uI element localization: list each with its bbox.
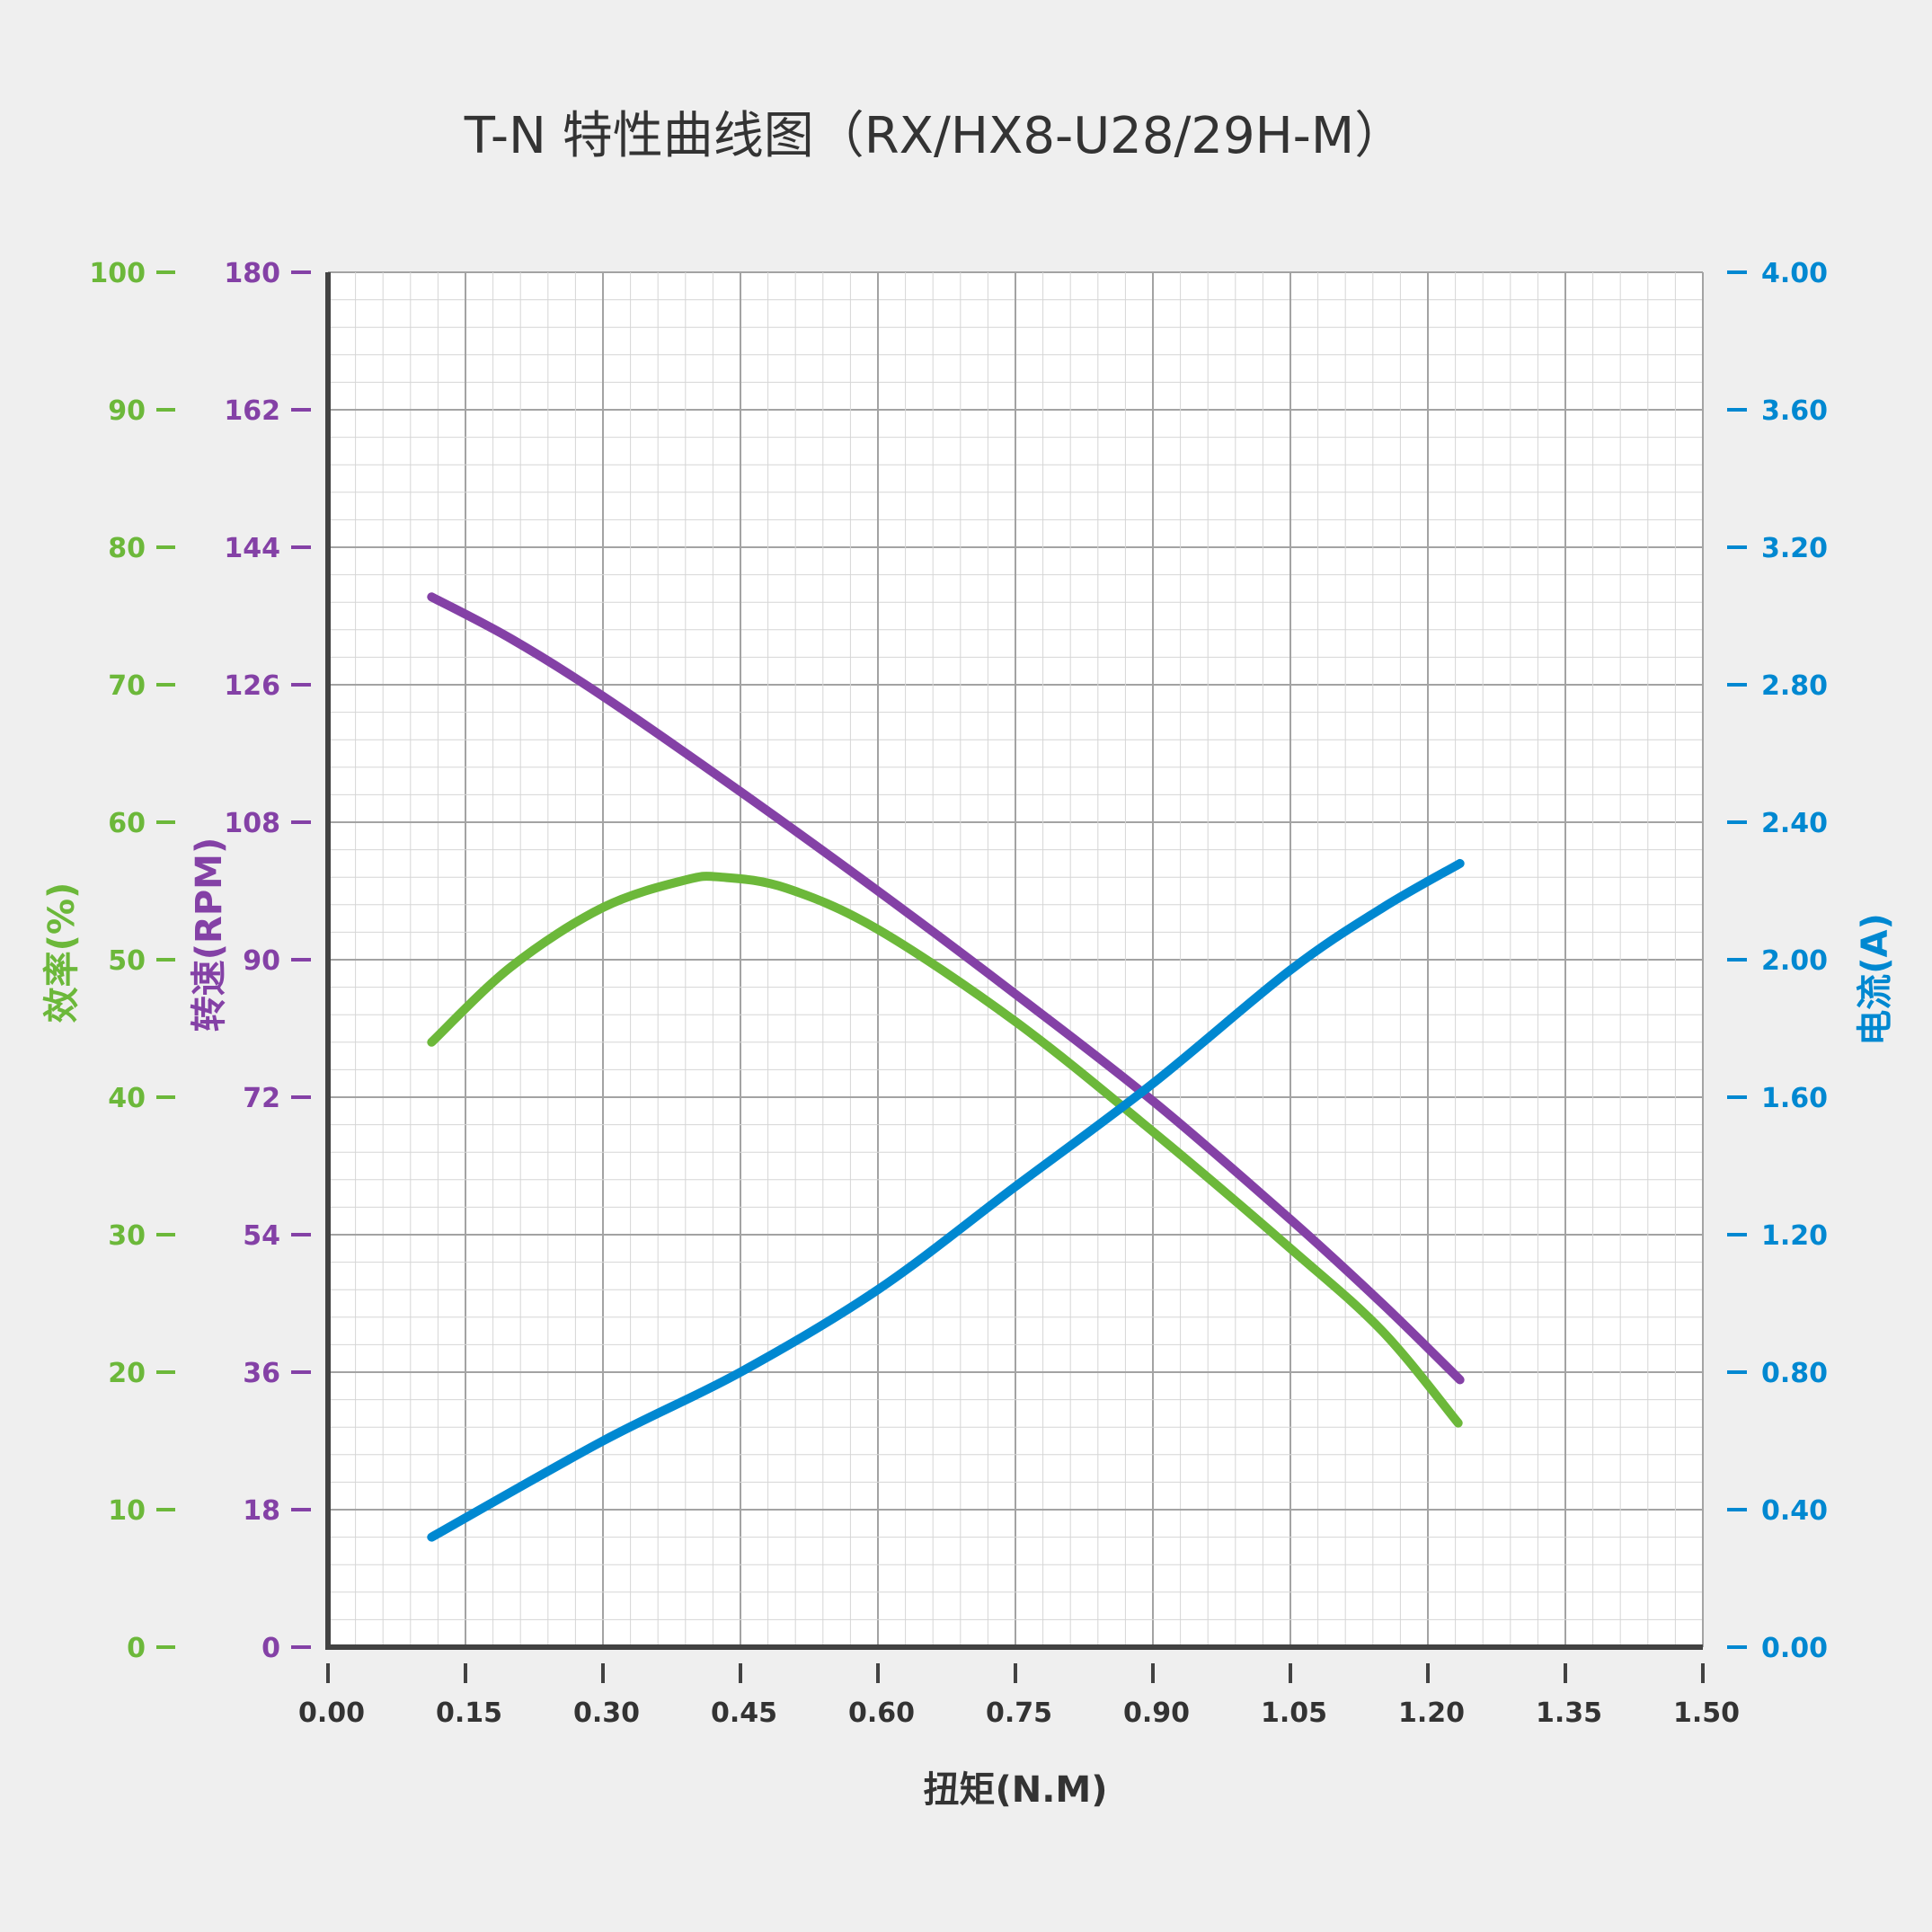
speed-tick-label: 0 <box>261 1633 280 1664</box>
efficiency-axis-label: 效率(%) <box>41 882 83 1024</box>
current-tick-label: 0.00 <box>1761 1633 1828 1664</box>
x-tick-label: 0.00 <box>298 1697 365 1729</box>
efficiency-tick-label: 80 <box>108 533 146 564</box>
current-tick-label: 0.80 <box>1761 1358 1828 1389</box>
efficiency-tick-label: 90 <box>108 395 146 427</box>
current-tick-label: 3.20 <box>1761 533 1828 564</box>
speed-tick-label: 108 <box>224 808 280 839</box>
x-tick-label: 0.15 <box>436 1697 502 1729</box>
efficiency-tick-label: 70 <box>108 670 146 702</box>
x-tick-label: 1.35 <box>1536 1697 1602 1729</box>
x-axis-label: 扭矩(N.M) <box>923 1769 1107 1811</box>
grid <box>327 271 1704 1648</box>
speed-tick-label: 18 <box>243 1495 280 1527</box>
speed-axis-label: 转速(RPM) <box>189 837 230 1032</box>
ticks: 0.00 0.15 0.30 0.45 0.60 0.75 0.90 1.05 1.20 1.35… <box>89 258 1828 1729</box>
series <box>427 592 1465 1542</box>
speed-tick-label: 90 <box>243 945 280 977</box>
axes <box>325 272 1703 1650</box>
current-tick-label: 3.60 <box>1761 395 1828 427</box>
efficiency-tick-label: 30 <box>108 1220 146 1252</box>
speed-tick-label: 54 <box>243 1220 280 1252</box>
x-tick-label: 0.90 <box>1123 1697 1190 1729</box>
current-tick-label: 4.00 <box>1761 258 1828 289</box>
speed-tick-label: 144 <box>224 533 280 564</box>
current-tick-label: 2.00 <box>1761 945 1828 977</box>
speed-tick-label: 72 <box>243 1083 280 1114</box>
speed-tick-label: 162 <box>224 395 280 427</box>
speed-tick-label: 36 <box>243 1358 280 1389</box>
efficiency-tick-label: 0 <box>127 1633 146 1664</box>
speed-tick-label: 180 <box>224 258 280 289</box>
x-tick-label: 1.05 <box>1261 1697 1327 1729</box>
efficiency-tick-label: 50 <box>108 945 146 977</box>
speed-curve <box>427 592 1465 1385</box>
current-tick-label: 2.80 <box>1761 670 1828 702</box>
current-tick-label: 2.40 <box>1761 808 1828 839</box>
efficiency-tick-label: 60 <box>108 808 146 839</box>
current-tick-label: 1.60 <box>1761 1083 1828 1114</box>
current-tick-label: 1.20 <box>1761 1220 1828 1252</box>
efficiency-curve <box>427 872 1463 1428</box>
efficiency-tick-label: 40 <box>108 1083 146 1114</box>
current-curve <box>427 858 1465 1542</box>
x-tick-label: 0.45 <box>711 1697 777 1729</box>
chart-title: T-N 特性曲线图（RX/HX8-U28/29H-M） <box>464 107 1405 165</box>
x-tick-label: 0.75 <box>986 1697 1052 1729</box>
x-tick-label: 1.50 <box>1673 1697 1740 1729</box>
current-axis-label: 电流(A) <box>1855 913 1896 1046</box>
x-tick-label: 0.60 <box>848 1697 915 1729</box>
speed-tick-label: 126 <box>224 670 280 702</box>
current-tick-label: 0.40 <box>1761 1495 1828 1527</box>
efficiency-tick-label: 10 <box>108 1495 146 1527</box>
efficiency-tick-label: 20 <box>108 1358 146 1389</box>
efficiency-tick-label: 100 <box>89 258 146 289</box>
x-tick-label: 0.30 <box>573 1697 640 1729</box>
x-tick-label: 1.20 <box>1398 1697 1465 1729</box>
